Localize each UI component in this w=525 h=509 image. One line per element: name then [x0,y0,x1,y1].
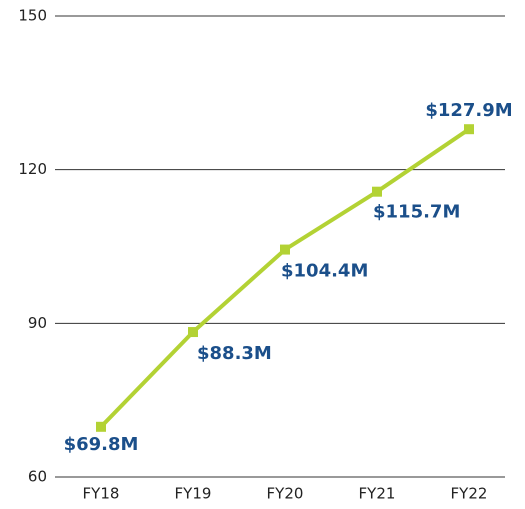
x-tick-label: FY22 [451,485,488,503]
marker [280,244,290,255]
value-label: $69.8M [64,434,139,455]
x-tick-label: FY19 [175,485,212,503]
y-tick-label: 120 [18,160,47,178]
x-tick-label: FY20 [267,485,304,503]
marker [96,421,106,432]
value-label: $115.7M [373,202,460,223]
x-tick-label: FY18 [83,485,120,503]
marker [188,327,198,338]
marker [464,124,474,135]
x-tick-label: FY21 [359,485,396,503]
y-tick-label: 150 [18,7,47,25]
value-label: $88.3M [197,343,272,364]
y-tick-label: 90 [28,314,47,332]
value-label: $127.9M [425,100,512,121]
y-tick-label: 60 [28,468,47,486]
value-label: $104.4M [281,261,368,282]
marker [372,186,382,197]
